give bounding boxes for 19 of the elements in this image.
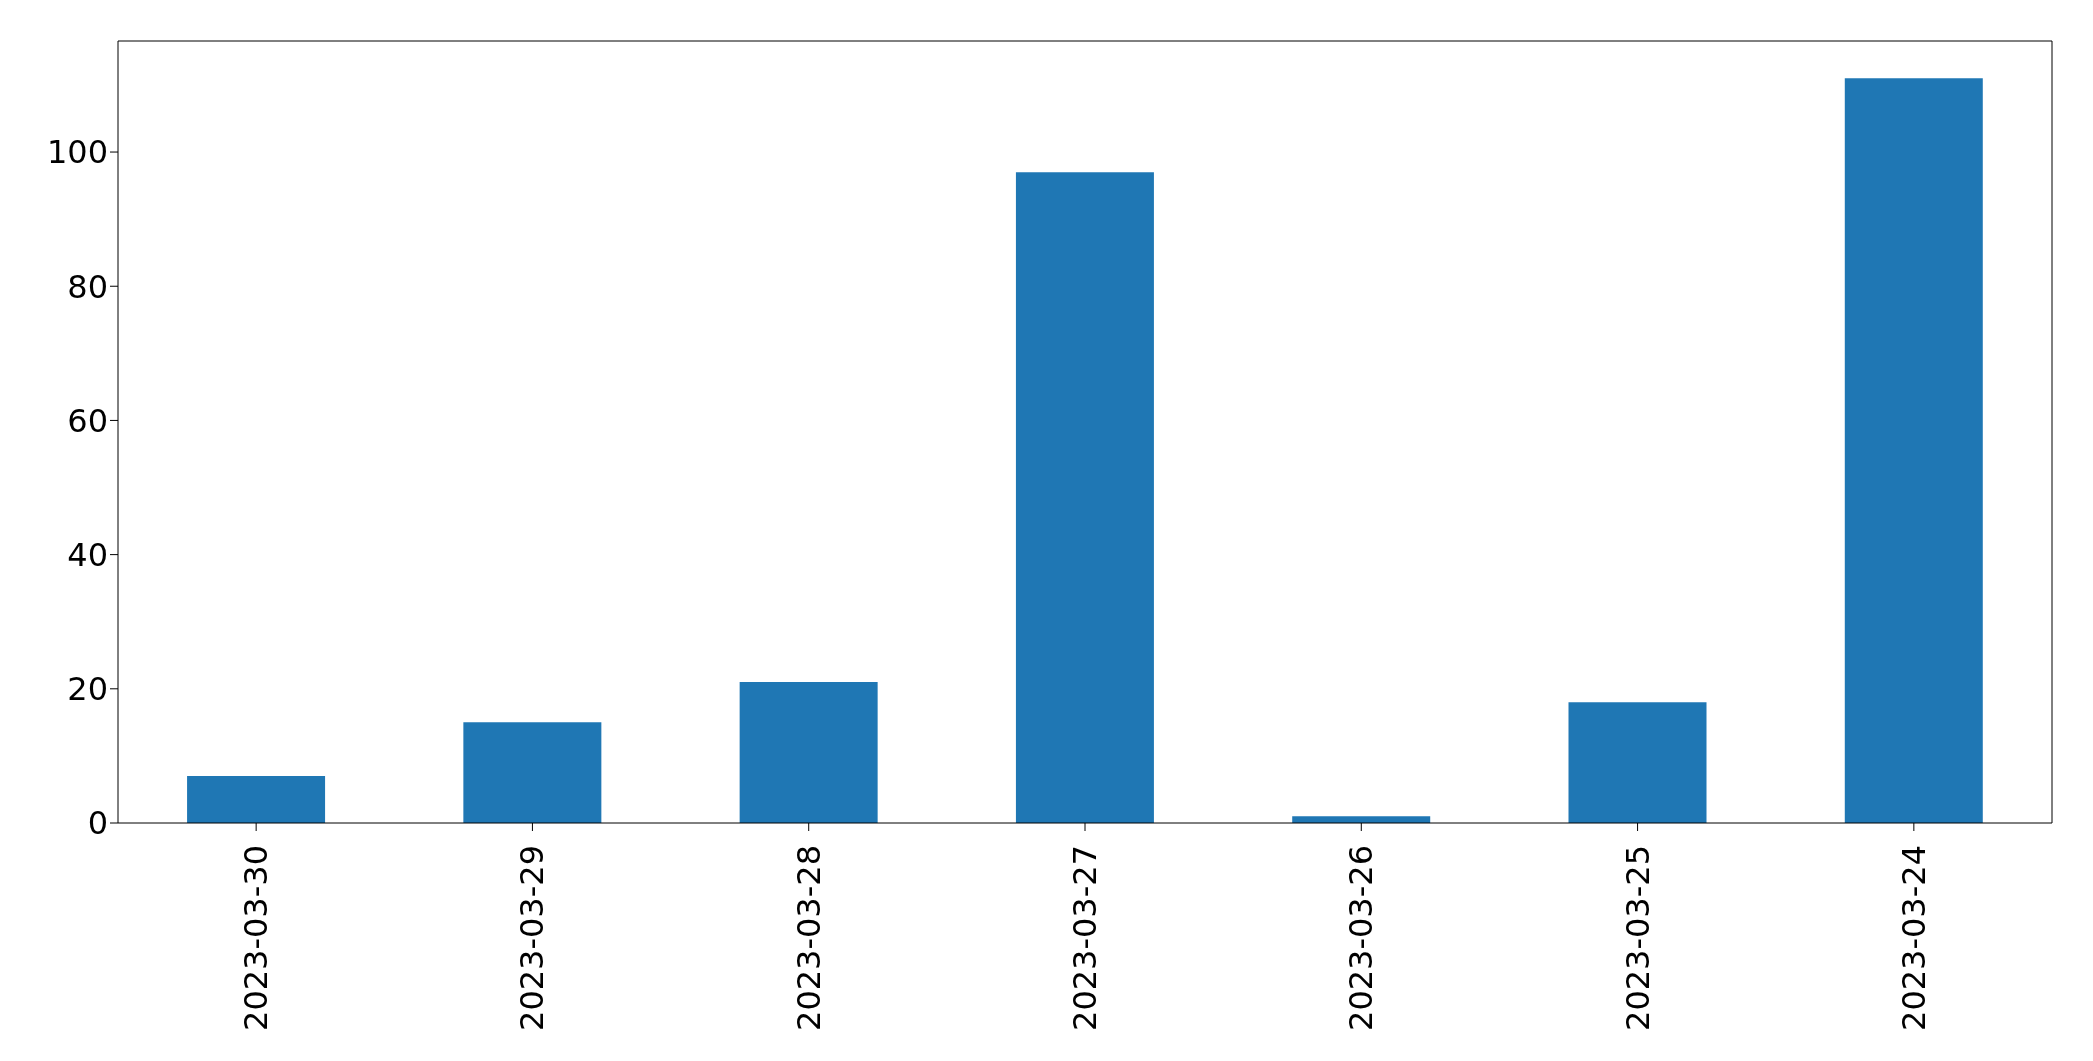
x-tick-label: 2023-03-30 (237, 845, 276, 1031)
x-tick-label: 2023-03-26 (1342, 845, 1381, 1031)
y-tick-label: 100 (46, 133, 108, 172)
y-tick-label: 20 (67, 670, 108, 709)
y-tick-label: 60 (67, 401, 108, 440)
bar (463, 722, 602, 823)
x-tick-label: 2023-03-24 (1894, 845, 1933, 1031)
bar (739, 682, 878, 823)
y-tick-label: 80 (67, 267, 108, 306)
y-tick-label: 40 (67, 535, 108, 574)
bar (187, 776, 326, 823)
x-tick-label: 2023-03-28 (789, 845, 828, 1031)
x-tick-label: 2023-03-25 (1618, 845, 1657, 1031)
x-tick-label: 2023-03-29 (513, 845, 552, 1031)
bar (1568, 702, 1707, 823)
y-tick-label: 0 (87, 804, 108, 843)
bar (1015, 172, 1154, 823)
bar (1844, 78, 1983, 823)
x-tick-label: 2023-03-27 (1066, 845, 1104, 1031)
